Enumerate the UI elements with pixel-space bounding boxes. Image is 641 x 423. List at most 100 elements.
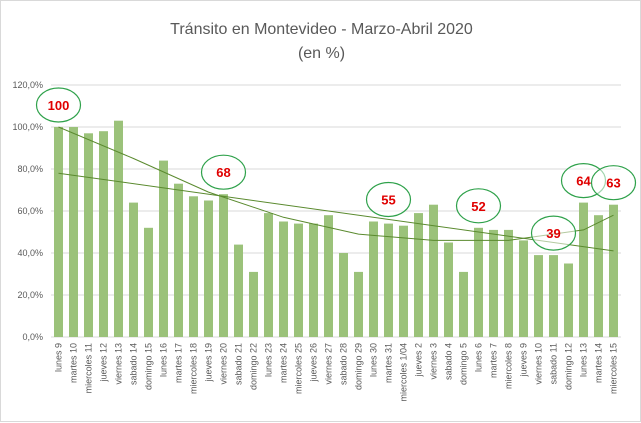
bar: [534, 255, 543, 337]
bar: [429, 204, 438, 337]
annotation-label: 55: [381, 193, 395, 208]
linear-trendline: [58, 172, 614, 252]
bar: [294, 223, 303, 337]
x-tick-label: martes 31: [384, 343, 394, 383]
x-tick-label: miercoles 1/04: [399, 343, 409, 402]
bar: [189, 196, 198, 337]
bar: [564, 263, 573, 337]
x-tick-label: viernes 3: [429, 343, 439, 380]
polynomial-trendline: [58, 126, 614, 241]
x-tick-label: domingo 5: [459, 343, 469, 385]
x-tick-label: lunes 6: [474, 343, 484, 372]
x-tick-label: lunes 9: [54, 343, 64, 372]
bar: [579, 202, 588, 337]
bar: [399, 225, 408, 337]
bar: [414, 213, 423, 337]
chart-subtitle: (en %): [297, 45, 346, 62]
bar: [609, 204, 618, 337]
x-tick-label: sabado 28: [339, 343, 349, 385]
bar: [444, 242, 453, 337]
x-tick-label: lunes 23: [264, 343, 274, 377]
annotation-ellipse: [35, 87, 82, 123]
bar: [459, 271, 468, 337]
x-tick-label: martes 17: [174, 343, 184, 383]
annotation-label: 52: [471, 199, 485, 214]
bar: [549, 255, 558, 337]
x-tick-label: jueves 2: [414, 343, 424, 378]
chart-title: Tránsito en Montevideo - Marzo-Abril 202…: [170, 21, 473, 38]
x-tick-label: viernes 13: [114, 343, 124, 385]
x-tick-label: miercoles 8: [504, 343, 514, 389]
bar: [384, 223, 393, 337]
x-tick-label: lunes 16: [159, 343, 169, 377]
x-tick-label: jueves 26: [309, 343, 319, 383]
x-tick-label: viernes 27: [324, 343, 334, 385]
y-tick-label: 120,0%: [12, 80, 43, 90]
bar: [519, 240, 528, 337]
x-tick-label: domingo 15: [144, 343, 154, 390]
bar: [279, 221, 288, 337]
annotation-ellipse: [365, 181, 412, 218]
bar: [234, 244, 243, 337]
bar: [219, 194, 228, 337]
annotation-ellipse: [455, 188, 502, 224]
bar: [324, 215, 333, 337]
annotation-ellipse: [530, 215, 577, 251]
bar: [114, 120, 123, 337]
bar: [69, 127, 78, 337]
annotation-label: 64: [576, 174, 591, 189]
bar: [144, 227, 153, 337]
annotation-label: 39: [546, 226, 560, 241]
bar: [249, 271, 258, 337]
x-tick-label: martes 14: [594, 343, 604, 383]
annotation-label: 100: [48, 98, 70, 113]
bar: [369, 221, 378, 337]
bar: [504, 229, 513, 337]
x-tick-label: miercoles 18: [189, 343, 199, 394]
bar: [84, 133, 93, 337]
bar: [474, 227, 483, 337]
x-tick-label: jueves 9: [519, 343, 529, 378]
x-tick-label: martes 7: [489, 343, 499, 378]
y-tick-label: 60,0%: [17, 206, 43, 216]
x-tick-label: lunes 30: [369, 343, 379, 377]
x-tick-label: martes 24: [279, 343, 289, 383]
x-tick-label: jueves 19: [204, 343, 214, 383]
bar: [54, 127, 63, 337]
x-tick-label: sabado 21: [234, 343, 244, 385]
x-tick-label: martes 10: [69, 343, 79, 383]
bar: [489, 229, 498, 337]
bar: [309, 223, 318, 337]
y-tick-label: 80,0%: [17, 164, 43, 174]
y-tick-label: 100,0%: [12, 122, 43, 132]
bar: [174, 183, 183, 337]
bar: [354, 271, 363, 337]
bar: [339, 253, 348, 337]
x-tick-label: lunes 13: [579, 343, 589, 377]
y-tick-label: 40,0%: [17, 248, 43, 258]
annotation-label: 63: [606, 176, 620, 191]
x-tick-label: domingo 29: [354, 343, 364, 390]
annotation-ellipse: [590, 165, 637, 201]
bar: [204, 200, 213, 337]
x-tick-label: viernes 20: [219, 343, 229, 385]
x-tick-label: jueves 12: [99, 343, 109, 383]
bar: [99, 131, 108, 337]
y-tick-label: 0,0%: [22, 332, 43, 342]
x-tick-label: miercoles 25: [294, 343, 304, 394]
x-tick-label: domingo 22: [249, 343, 259, 390]
x-tick-label: sabado 4: [444, 343, 454, 380]
x-tick-label: miercoles 15: [609, 343, 619, 394]
bar: [129, 202, 138, 337]
annotation-ellipse: [200, 154, 247, 190]
x-tick-label: sabado 14: [129, 343, 139, 385]
y-tick-label: 20,0%: [17, 290, 43, 300]
bar: [594, 215, 603, 337]
annotation-label: 68: [216, 165, 230, 180]
x-tick-label: domingo 12: [564, 343, 574, 390]
x-tick-label: miercoles 11: [84, 343, 94, 393]
bar: [264, 213, 273, 337]
x-tick-label: sabado 11: [549, 343, 559, 384]
